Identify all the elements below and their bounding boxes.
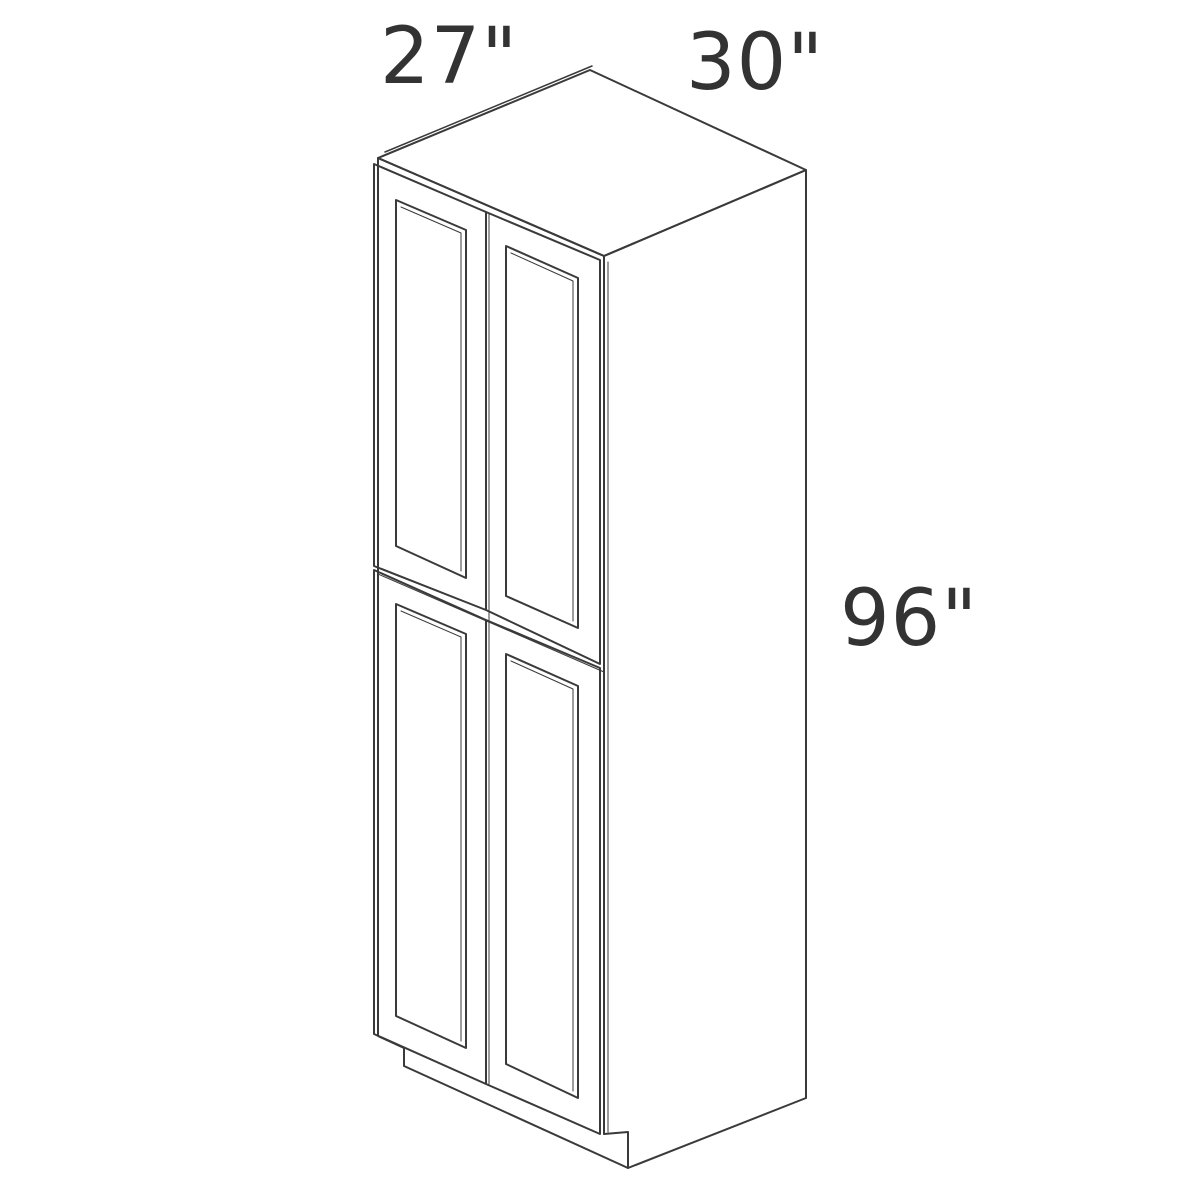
lower-right-door (485, 619, 601, 1135)
width-dimension-label: 27" (380, 12, 519, 102)
lower-left-door-panel-inner (400, 610, 462, 1042)
lower-left-door (373, 569, 487, 1085)
upper-right-door-panel-inner (510, 252, 574, 622)
upper-right-door-panel (505, 245, 579, 629)
upper-left-door-panel (395, 199, 467, 579)
height-dimension-label: 96" (840, 574, 979, 664)
upper-left-door-panel-inner (400, 206, 462, 572)
lower-right-door-panel-inner (510, 660, 574, 1092)
mid-rail-line (377, 573, 605, 673)
depth-dimension-label: 30" (686, 18, 825, 108)
lower-left-door-panel (395, 603, 467, 1049)
lower-right-door-panel (505, 653, 579, 1099)
cabinet-side-panel (603, 169, 807, 1169)
upper-left-door (373, 163, 487, 611)
cabinet-top-edge (384, 65, 593, 153)
upper-right-door (485, 211, 601, 665)
cabinet-front-top-edge (377, 157, 605, 257)
